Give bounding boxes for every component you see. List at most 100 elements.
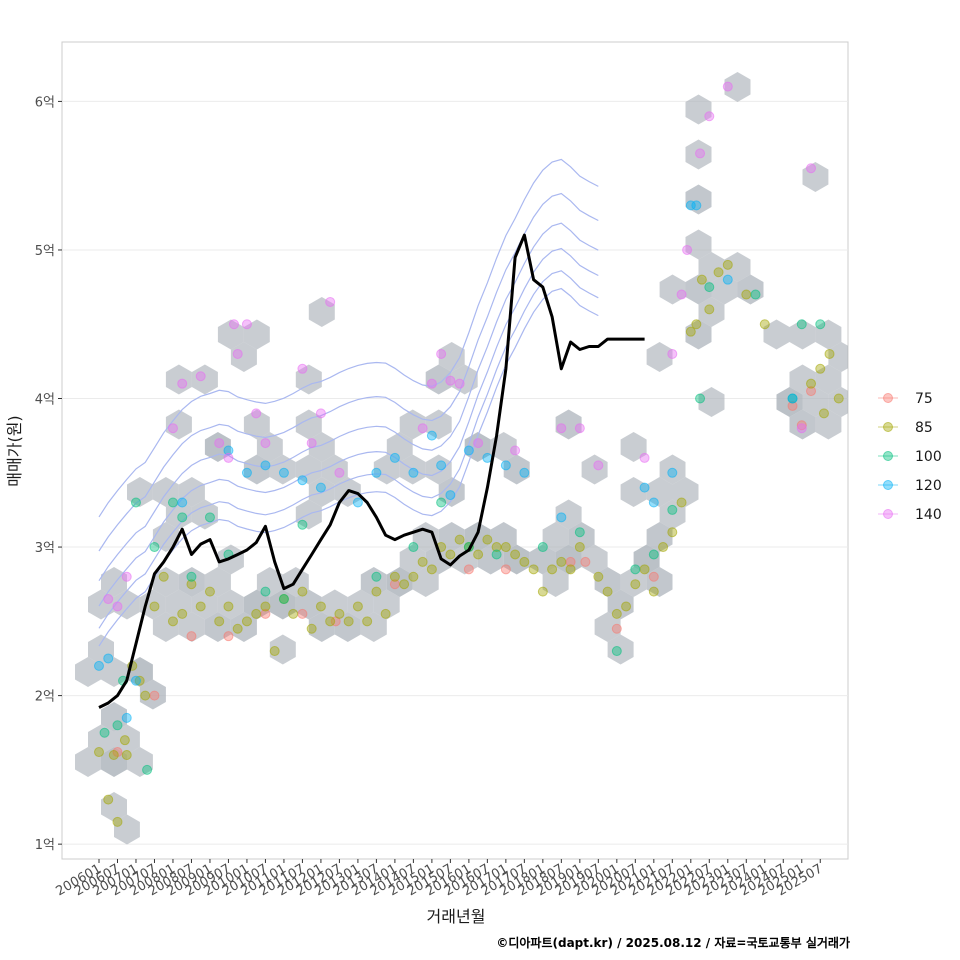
hexbin-cell bbox=[815, 319, 842, 350]
scatter-point-100 bbox=[130, 497, 141, 508]
scatter-point-120 bbox=[278, 467, 289, 478]
scatter-point-140 bbox=[574, 423, 585, 434]
scatter-point-120 bbox=[667, 467, 678, 478]
hexbin-cell bbox=[828, 387, 848, 417]
scatter-point-85 bbox=[389, 571, 400, 582]
y-tick-label: 1억 bbox=[35, 838, 55, 853]
scatter-point-85 bbox=[362, 616, 373, 627]
hexbin-cell bbox=[568, 522, 595, 552]
scatter-point-100 bbox=[149, 542, 160, 553]
scatter-point-75 bbox=[648, 571, 659, 582]
hexbin-cell bbox=[724, 72, 751, 102]
scatter-point-120 bbox=[691, 200, 702, 211]
hexbin-cell bbox=[412, 567, 439, 597]
scatter-point-120 bbox=[639, 482, 650, 493]
legend-key-140 bbox=[883, 509, 893, 519]
scatter-point-85 bbox=[482, 534, 493, 545]
scatter-point-100 bbox=[112, 720, 123, 731]
scatter-point-85 bbox=[251, 608, 262, 619]
hexbin-cell bbox=[269, 454, 296, 485]
hexbin-cell bbox=[256, 567, 283, 597]
scatter-point-100 bbox=[630, 564, 641, 575]
scatter-point-140 bbox=[306, 438, 317, 449]
scatter-point-100 bbox=[815, 319, 826, 330]
scatter-point-85 bbox=[519, 556, 530, 567]
legend-key-75 bbox=[883, 393, 893, 403]
hexbin-cell bbox=[101, 657, 127, 687]
scatter-point-140 bbox=[241, 319, 252, 330]
scatter-point-85 bbox=[334, 608, 345, 619]
scatter-point-85 bbox=[621, 601, 632, 612]
scatter-point-75 bbox=[463, 564, 474, 575]
scatter-point-85 bbox=[325, 616, 336, 627]
scatter-point-85 bbox=[119, 735, 130, 746]
scatter-point-140 bbox=[195, 371, 206, 382]
hexbin-cell bbox=[620, 477, 647, 507]
hexbin-cell bbox=[127, 657, 153, 687]
scatter-point-140 bbox=[556, 423, 567, 434]
scatter-point-85 bbox=[93, 747, 104, 758]
scatter-point-120 bbox=[130, 675, 141, 686]
scatter-point-85 bbox=[445, 549, 456, 560]
scatter-point-120 bbox=[177, 497, 188, 508]
scatter-point-140 bbox=[260, 438, 271, 449]
scatter-point-140 bbox=[251, 408, 262, 419]
scatter-point-120 bbox=[648, 497, 659, 508]
scatter-point-100 bbox=[204, 512, 215, 523]
y-axis-ticks: 1억 2억 3억 4억 5억 6억 bbox=[35, 95, 62, 853]
scatter-point-85 bbox=[297, 586, 308, 597]
hexbin-cell bbox=[269, 634, 296, 665]
scatter-point-100 bbox=[177, 512, 188, 523]
scatter-point-140 bbox=[682, 244, 693, 255]
scatter-point-85 bbox=[602, 586, 613, 597]
scatter-point-100 bbox=[142, 764, 153, 775]
y-tick-label: 2억 bbox=[35, 690, 55, 705]
scatter-point-85 bbox=[696, 274, 707, 285]
y-tick-label: 3억 bbox=[35, 541, 55, 556]
scatter-point-85 bbox=[537, 586, 548, 597]
scatter-point-85 bbox=[186, 579, 197, 590]
y-tick-label: 6억 bbox=[35, 95, 55, 110]
scatter-point-85 bbox=[648, 586, 659, 597]
hexbin-cell bbox=[698, 252, 725, 282]
scatter-point-120 bbox=[436, 460, 447, 471]
hexbin-cell bbox=[88, 634, 114, 665]
hexbin-cell bbox=[204, 567, 231, 597]
scatter-point-120 bbox=[426, 430, 437, 441]
scatter-point-85 bbox=[223, 601, 234, 612]
scatter-point-85 bbox=[352, 601, 363, 612]
hexbin-cell bbox=[542, 522, 569, 552]
scatter-point-100 bbox=[260, 586, 271, 597]
hexbin-cell bbox=[88, 724, 114, 755]
scatter-point-140 bbox=[223, 452, 234, 463]
hexbin-cell bbox=[490, 522, 517, 552]
trend-line bbox=[98, 233, 645, 709]
hexbin-cell bbox=[633, 544, 660, 575]
scatter-point-85 bbox=[824, 348, 835, 359]
scatter-point-85 bbox=[676, 497, 687, 508]
scatter-point-120 bbox=[315, 482, 326, 493]
hexbin-cell bbox=[763, 319, 790, 350]
scatter-point-85 bbox=[691, 319, 702, 330]
scatter-point-120 bbox=[241, 467, 252, 478]
hexbin-cell bbox=[659, 454, 686, 485]
hexbin-cell bbox=[555, 544, 582, 575]
legend-label-140: 140 bbox=[915, 507, 942, 523]
scatter-point-100 bbox=[796, 319, 807, 330]
scatter-point-85 bbox=[630, 579, 641, 590]
hexbin-cell bbox=[698, 387, 725, 417]
hexbin-cell bbox=[243, 409, 270, 440]
plot-panel bbox=[61, 41, 849, 860]
scatter-point-100 bbox=[611, 646, 622, 657]
scatter-point-140 bbox=[177, 378, 188, 389]
scatter-point-85 bbox=[214, 616, 225, 627]
scatter-point-120 bbox=[685, 200, 696, 211]
scatter-point-85 bbox=[806, 378, 817, 389]
hexbin-cell bbox=[101, 702, 127, 732]
scatter-point-140 bbox=[315, 408, 326, 419]
scatter-point-120 bbox=[463, 445, 474, 456]
hexbin-cell bbox=[685, 139, 712, 170]
caption: ©디아파트(dapt.kr) / 2025.08.12 / 자료=국토교통부 실… bbox=[496, 935, 850, 950]
scatter-point-140 bbox=[334, 467, 345, 478]
hexbin-cell bbox=[152, 612, 179, 642]
